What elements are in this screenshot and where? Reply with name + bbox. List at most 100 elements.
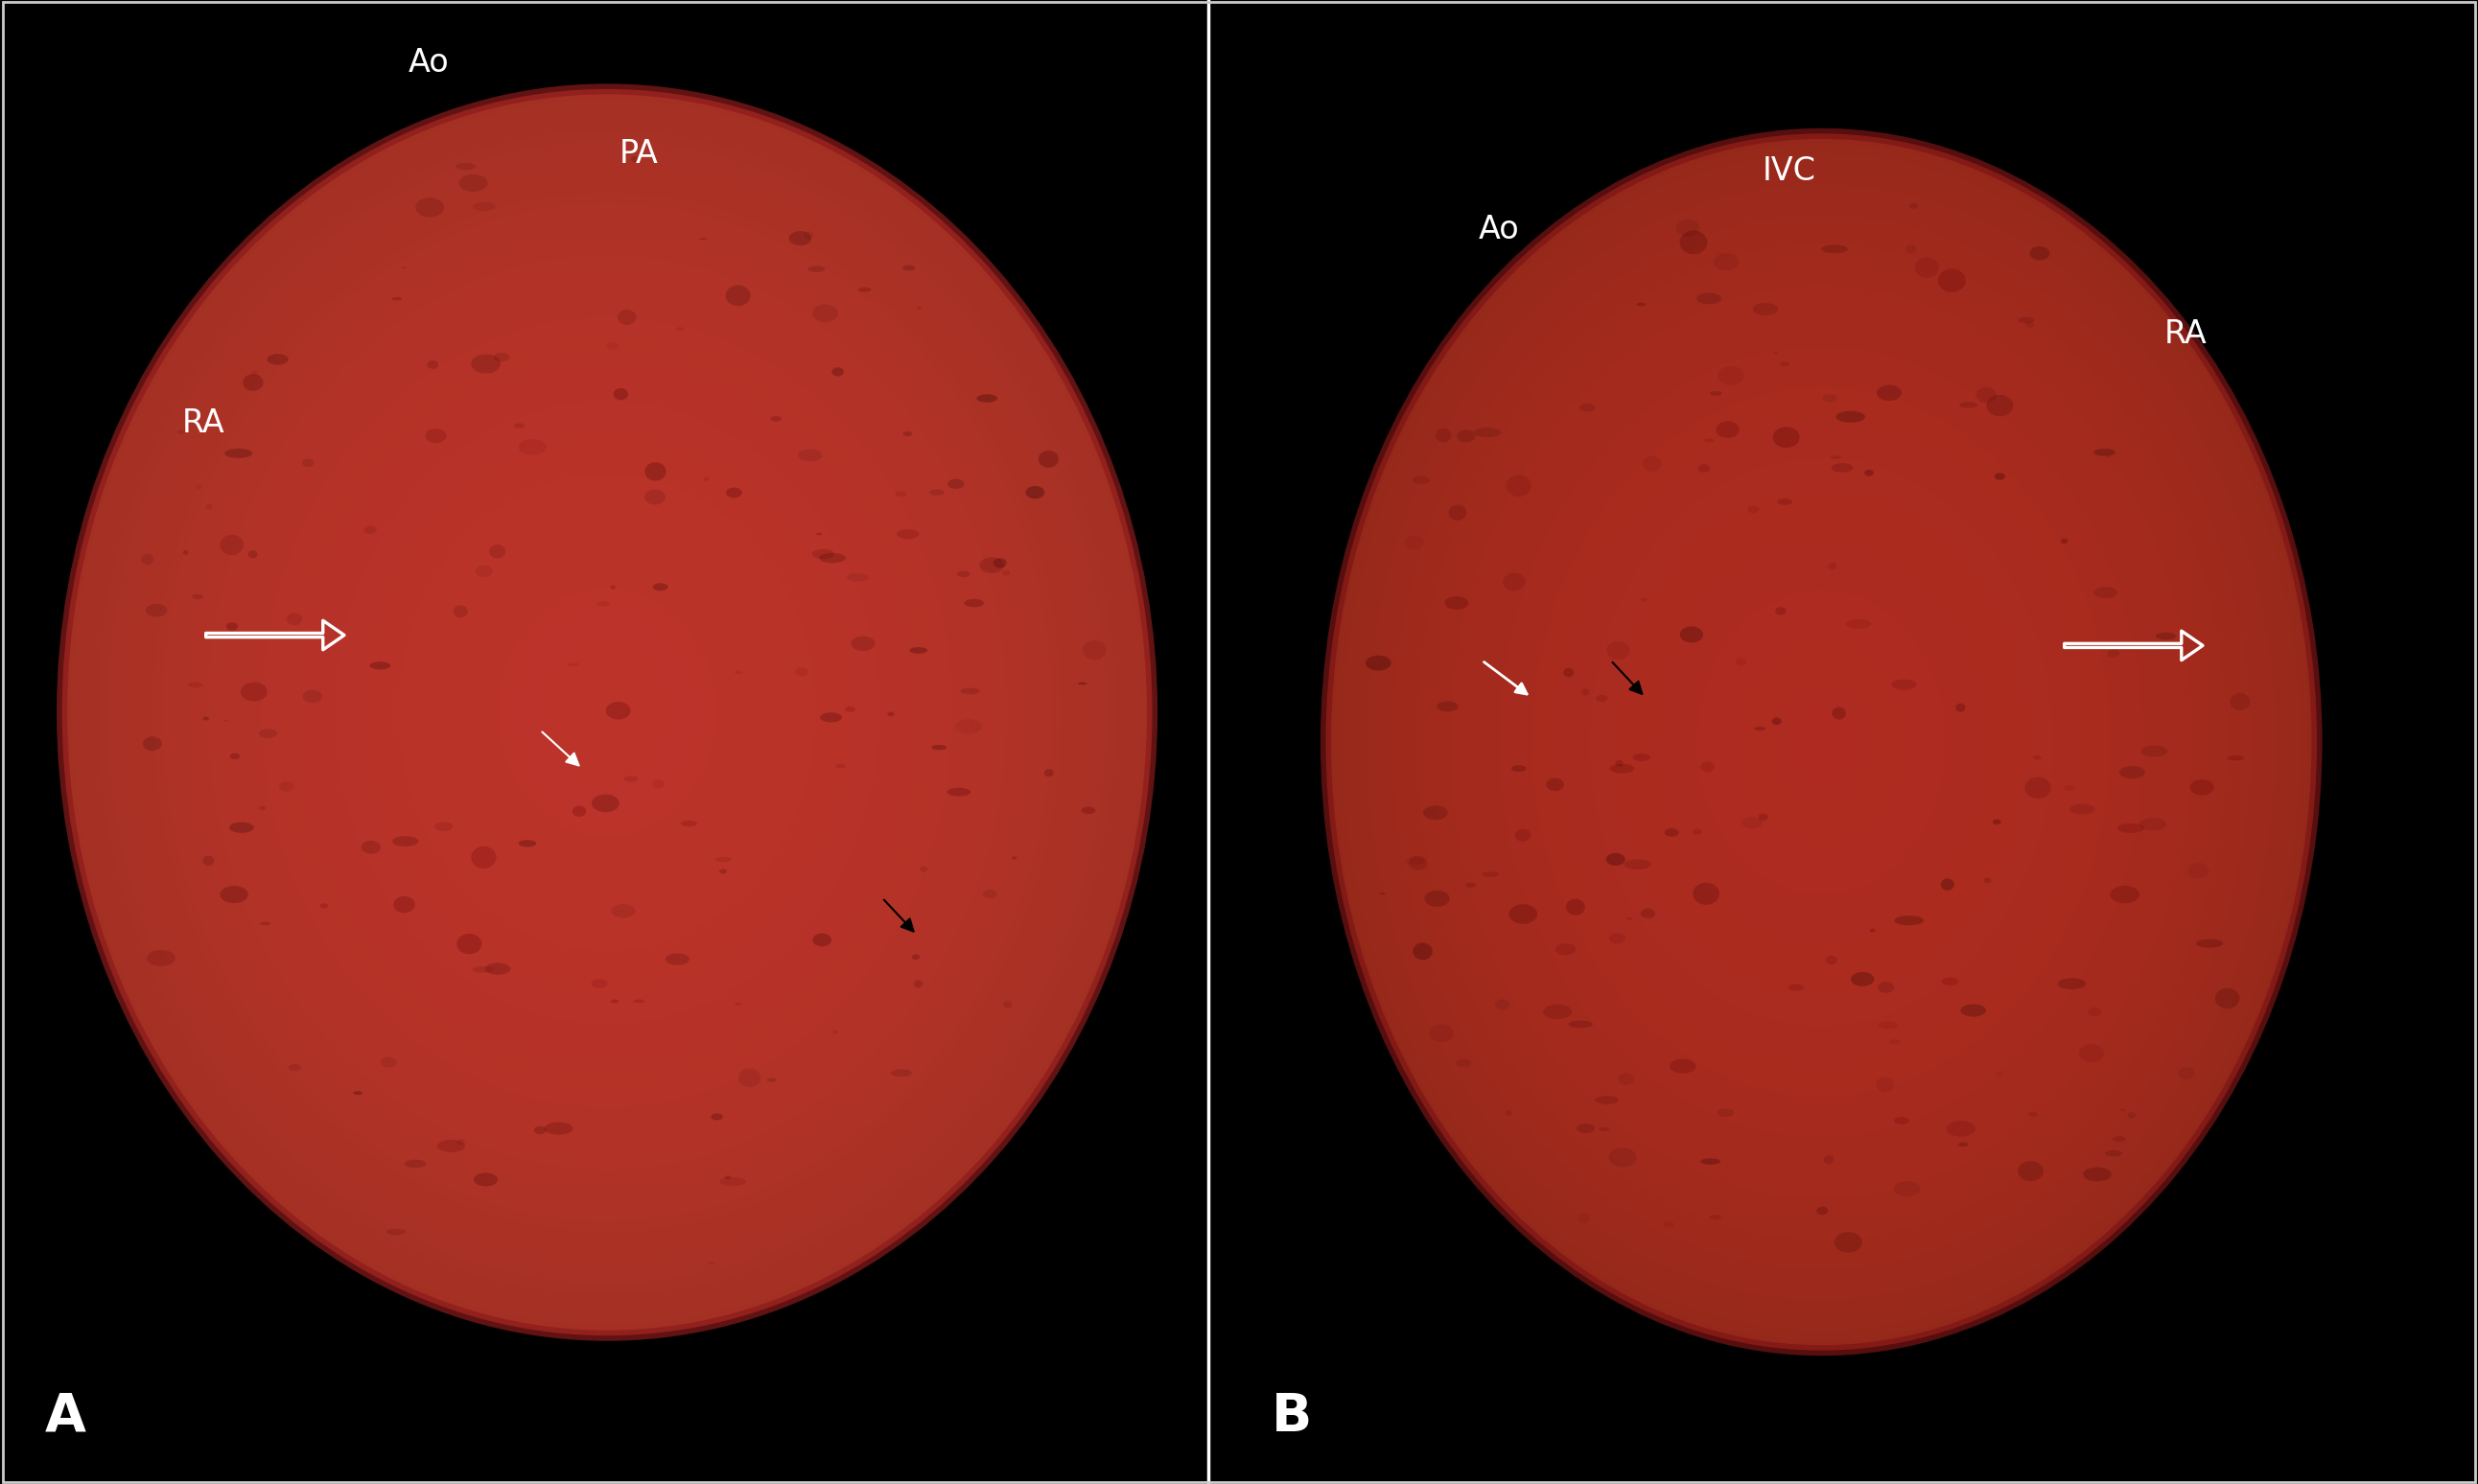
- Ellipse shape: [1425, 890, 1450, 907]
- Ellipse shape: [317, 380, 897, 1045]
- Ellipse shape: [833, 368, 843, 377]
- Ellipse shape: [221, 534, 243, 555]
- Ellipse shape: [1789, 702, 1854, 782]
- Ellipse shape: [1524, 377, 2119, 1107]
- Ellipse shape: [1752, 303, 1777, 316]
- Ellipse shape: [644, 463, 667, 481]
- Ellipse shape: [719, 870, 726, 874]
- Ellipse shape: [1836, 411, 1866, 423]
- Ellipse shape: [1412, 942, 1432, 960]
- Text: Ao: Ao: [409, 46, 449, 79]
- Ellipse shape: [788, 232, 810, 245]
- Ellipse shape: [2188, 862, 2208, 879]
- Ellipse shape: [2156, 632, 2176, 640]
- Ellipse shape: [652, 779, 664, 788]
- Ellipse shape: [453, 536, 761, 889]
- Ellipse shape: [919, 867, 927, 873]
- Ellipse shape: [399, 473, 815, 951]
- Ellipse shape: [1747, 506, 1759, 513]
- Ellipse shape: [240, 683, 268, 702]
- Ellipse shape: [525, 619, 689, 806]
- Ellipse shape: [2228, 755, 2245, 761]
- Ellipse shape: [2104, 1150, 2121, 1156]
- Ellipse shape: [1779, 362, 1789, 367]
- Ellipse shape: [394, 896, 414, 913]
- Ellipse shape: [1606, 641, 1631, 659]
- Ellipse shape: [389, 463, 825, 962]
- Ellipse shape: [632, 156, 637, 162]
- Ellipse shape: [1512, 766, 1526, 772]
- Ellipse shape: [1821, 395, 1836, 402]
- Ellipse shape: [1710, 392, 1722, 396]
- Ellipse shape: [719, 1177, 746, 1186]
- Ellipse shape: [518, 840, 535, 847]
- Ellipse shape: [471, 556, 743, 868]
- Ellipse shape: [1380, 892, 1385, 895]
- Ellipse shape: [2017, 318, 2034, 324]
- Ellipse shape: [716, 856, 731, 862]
- Ellipse shape: [1507, 356, 2136, 1128]
- Ellipse shape: [1893, 916, 1923, 926]
- Ellipse shape: [912, 954, 919, 960]
- Ellipse shape: [1655, 539, 1987, 945]
- Ellipse shape: [228, 822, 253, 833]
- Ellipse shape: [1640, 598, 1648, 601]
- Ellipse shape: [733, 1003, 741, 1005]
- Ellipse shape: [223, 720, 228, 721]
- Ellipse shape: [597, 702, 617, 723]
- Ellipse shape: [857, 288, 872, 292]
- Ellipse shape: [171, 214, 1043, 1211]
- Ellipse shape: [1997, 1073, 2002, 1076]
- Ellipse shape: [1581, 448, 2062, 1036]
- Ellipse shape: [208, 255, 1006, 1169]
- Ellipse shape: [815, 533, 823, 536]
- Ellipse shape: [1960, 402, 1977, 408]
- Ellipse shape: [453, 605, 468, 617]
- Ellipse shape: [1408, 234, 2235, 1250]
- Ellipse shape: [1616, 760, 1623, 767]
- Ellipse shape: [1975, 387, 1997, 402]
- Ellipse shape: [1368, 184, 2275, 1300]
- Text: IVC: IVC: [1762, 154, 1816, 187]
- Ellipse shape: [270, 328, 944, 1097]
- Ellipse shape: [235, 286, 979, 1138]
- Ellipse shape: [1754, 727, 1764, 730]
- Ellipse shape: [1640, 519, 2002, 965]
- Ellipse shape: [280, 782, 295, 791]
- Ellipse shape: [1326, 134, 2317, 1350]
- Ellipse shape: [1474, 427, 1502, 438]
- Ellipse shape: [1891, 1039, 1901, 1043]
- Ellipse shape: [2084, 1168, 2111, 1181]
- Ellipse shape: [456, 1140, 466, 1144]
- Ellipse shape: [1556, 417, 2086, 1067]
- Ellipse shape: [250, 371, 258, 375]
- Ellipse shape: [1494, 999, 1509, 1009]
- Ellipse shape: [1616, 488, 2027, 996]
- Ellipse shape: [302, 459, 315, 467]
- Ellipse shape: [362, 432, 852, 993]
- Ellipse shape: [62, 89, 1152, 1336]
- Ellipse shape: [2196, 939, 2223, 948]
- Ellipse shape: [1574, 438, 2069, 1046]
- Ellipse shape: [1779, 692, 1863, 792]
- Ellipse shape: [733, 671, 741, 674]
- Ellipse shape: [917, 306, 922, 309]
- Ellipse shape: [1618, 1073, 1635, 1085]
- Ellipse shape: [947, 788, 971, 797]
- Ellipse shape: [225, 276, 989, 1149]
- Ellipse shape: [1824, 1155, 1834, 1163]
- Ellipse shape: [1531, 387, 2111, 1097]
- Ellipse shape: [1831, 463, 1854, 472]
- Ellipse shape: [726, 285, 751, 306]
- Ellipse shape: [1038, 451, 1058, 467]
- Ellipse shape: [1831, 706, 1846, 720]
- Ellipse shape: [1514, 830, 1531, 841]
- Ellipse shape: [2079, 1043, 2104, 1063]
- Ellipse shape: [1774, 352, 1779, 355]
- Ellipse shape: [243, 374, 263, 390]
- Ellipse shape: [434, 515, 781, 910]
- Ellipse shape: [1365, 656, 1390, 671]
- Ellipse shape: [369, 662, 392, 669]
- Ellipse shape: [1670, 1060, 1695, 1073]
- Ellipse shape: [1437, 700, 1457, 712]
